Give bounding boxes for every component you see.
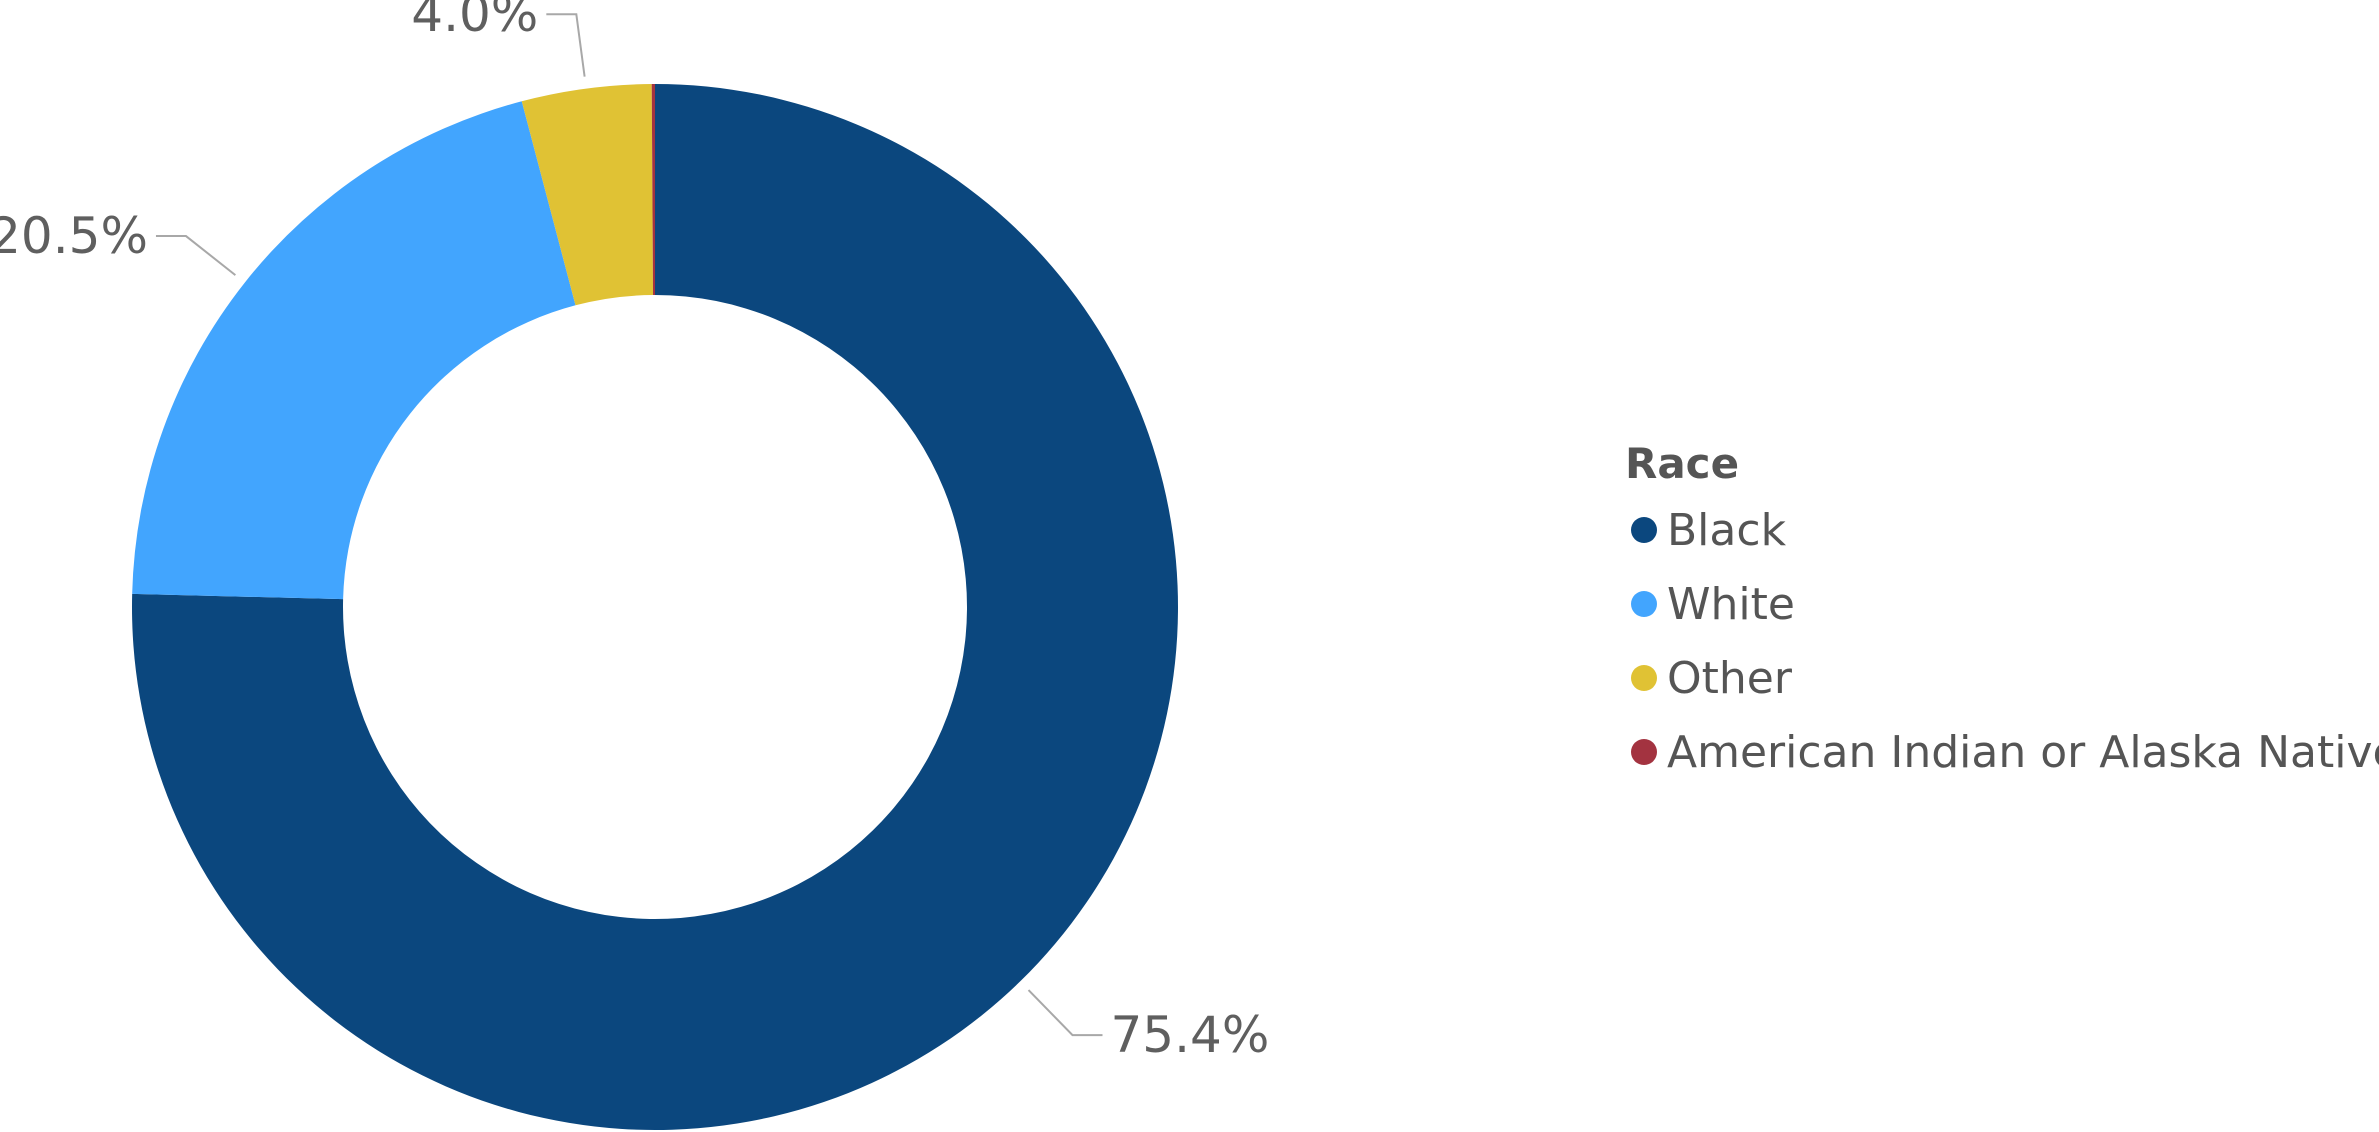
legend-items: Black White Other American Indian or Alaska… [1631, 505, 2379, 778]
legend: Race Black White Other American Indian or A… [1625, 439, 2379, 778]
slice-white[interactable] [132, 101, 576, 600]
leader-line-white [155, 235, 236, 276]
data-label-other: 4.0% [411, 0, 538, 43]
legend-marker-american-indian-or-alaska-native [1631, 739, 1657, 765]
legend-label-white: White [1667, 579, 1795, 630]
data-label-black: 75.4% [1111, 1006, 1270, 1064]
legend-marker-white [1631, 591, 1657, 617]
slice-american-indian-or-alaska-native[interactable] [651, 84, 655, 296]
legend-marker-other [1631, 665, 1657, 691]
legend-marker-black [1631, 517, 1657, 543]
data-label-white: 20.5% [0, 207, 148, 265]
leader-line-other [546, 13, 586, 77]
legend-label-other: Other [1667, 653, 1793, 704]
data-labels: 75.4% 20.5% 4.0% [0, 0, 1269, 1064]
slice-black[interactable] [132, 84, 1178, 1130]
donut-slices [132, 84, 1178, 1130]
slice-other[interactable] [521, 84, 654, 306]
leader-line-black [1027, 989, 1103, 1037]
legend-label-black: Black [1667, 505, 1787, 556]
legend-label-american-indian-or-alaska-native: American Indian or Alaska Native [1667, 727, 2379, 778]
legend-title: Race [1625, 439, 1739, 488]
